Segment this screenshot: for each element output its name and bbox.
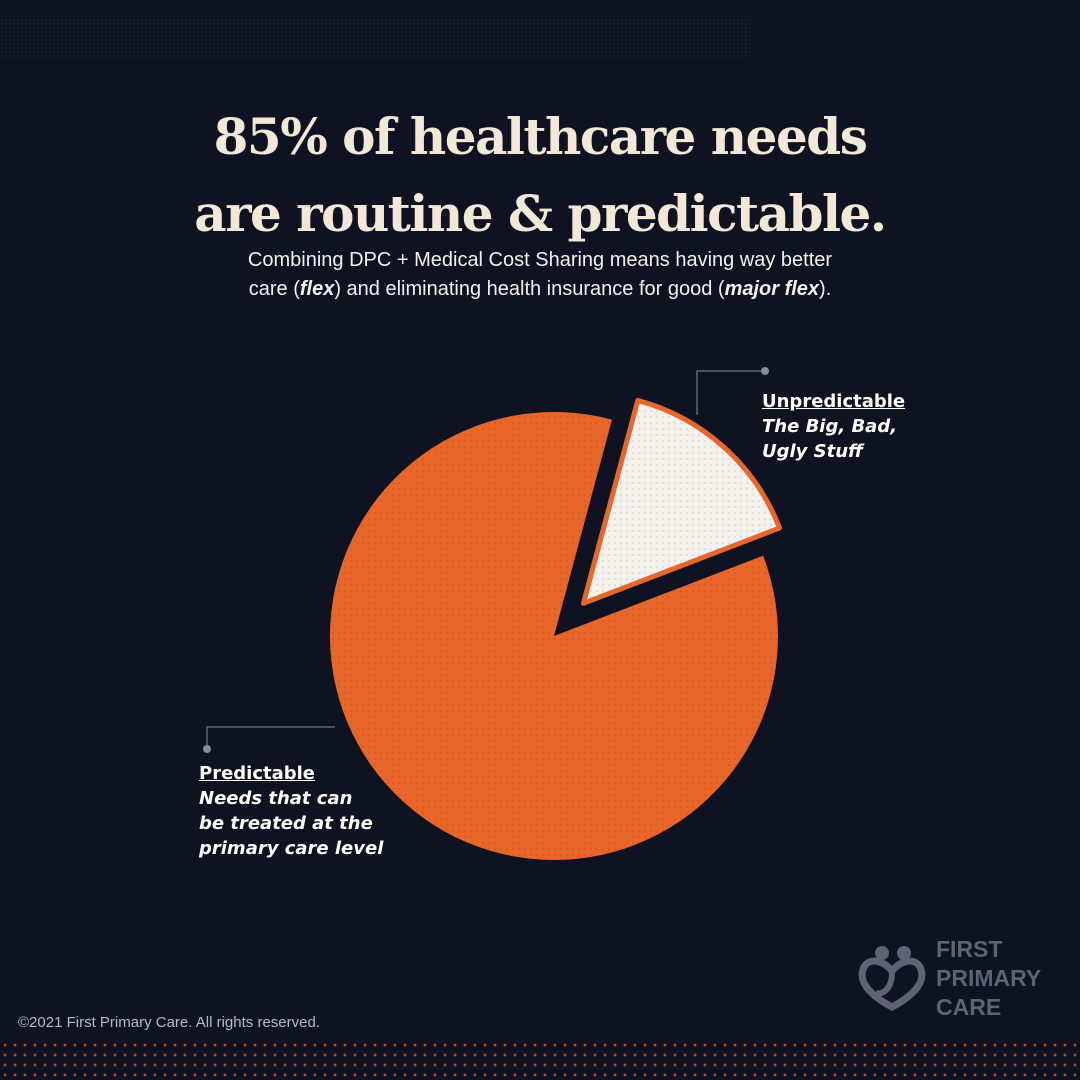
page-title: 85% of healthcare needs are routine & pr… (0, 98, 1080, 252)
subtitle-emphasis-major-flex: major flex (724, 278, 820, 300)
callout-predictable: Predictable Needs that can be treated at… (199, 761, 383, 861)
title-line-2: are routine & predictable. (194, 184, 887, 243)
callout-predictable-desc-3: primary care level (199, 838, 384, 859)
callout-unpredictable: Unpredictable The Big, Bad, Ugly Stuff (762, 389, 905, 464)
subtitle-text-b: ) and eliminating health insurance for g… (334, 278, 725, 300)
subtitle-line-2: care (flex) and eliminating health insur… (0, 275, 1080, 304)
heart-people-icon (858, 946, 926, 1011)
predictable-leader-dot (203, 745, 211, 753)
callout-predictable-desc-1: Needs that can (199, 788, 353, 809)
predictable-leader-line (206, 726, 335, 749)
decorative-dot-band (0, 1040, 1080, 1080)
brand-logo: FIRST PRIMARY CARE (856, 935, 1066, 1020)
callout-predictable-heading: Predictable (199, 763, 316, 784)
logo-line-2: PRIMARY (936, 965, 1042, 991)
copyright-notice: ©2021 First Primary Care. All rights res… (18, 1014, 320, 1031)
subtitle-text-c: ). (819, 278, 832, 300)
subtitle-text-a: care ( (248, 278, 300, 300)
page-subtitle: Combining DPC + Medical Cost Sharing mea… (0, 246, 1080, 304)
title-line-1: 85% of healthcare needs (213, 107, 868, 166)
callout-unpredictable-heading: Unpredictable (762, 391, 906, 412)
subtitle-line-1: Combining DPC + Medical Cost Sharing mea… (247, 249, 833, 271)
pie-slice-predictable-texture (329, 412, 778, 860)
pie-slice-unpredictable-texture (583, 400, 780, 604)
subtitle-emphasis-flex: flex (299, 278, 335, 300)
logo-line-3: CARE (936, 994, 1002, 1020)
unpredictable-leader-line (696, 370, 765, 415)
logo-wordmark: FIRST PRIMARY CARE (936, 935, 1041, 1022)
callout-predictable-desc-2: be treated at the (199, 813, 373, 834)
unpredictable-leader-dot (761, 367, 769, 375)
callout-unpredictable-desc-2: Ugly Stuff (762, 441, 864, 462)
logo-line-1: FIRST (936, 936, 1003, 962)
decorative-noise-band (0, 18, 750, 58)
callout-unpredictable-desc-1: The Big, Bad, (762, 416, 898, 437)
pie-slices (329, 397, 782, 860)
